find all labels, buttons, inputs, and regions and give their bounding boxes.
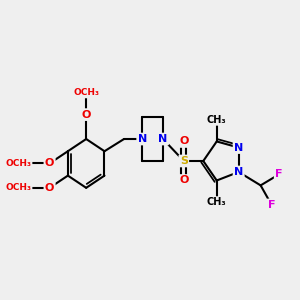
Text: N: N <box>138 134 147 144</box>
Text: S: S <box>180 156 188 166</box>
Text: OCH₃: OCH₃ <box>5 159 31 168</box>
Text: O: O <box>45 158 54 168</box>
Text: OCH₃: OCH₃ <box>5 183 31 192</box>
Text: CH₃: CH₃ <box>207 115 226 124</box>
Text: O: O <box>45 183 54 193</box>
Text: N: N <box>234 142 243 153</box>
Text: CH₃: CH₃ <box>207 197 226 208</box>
Text: O: O <box>179 176 188 185</box>
Text: N: N <box>158 134 168 144</box>
Text: O: O <box>179 136 188 146</box>
Text: N: N <box>234 167 243 177</box>
Text: O: O <box>82 110 91 120</box>
Text: F: F <box>275 169 283 179</box>
Text: F: F <box>268 200 275 210</box>
Text: OCH₃: OCH₃ <box>73 88 99 97</box>
